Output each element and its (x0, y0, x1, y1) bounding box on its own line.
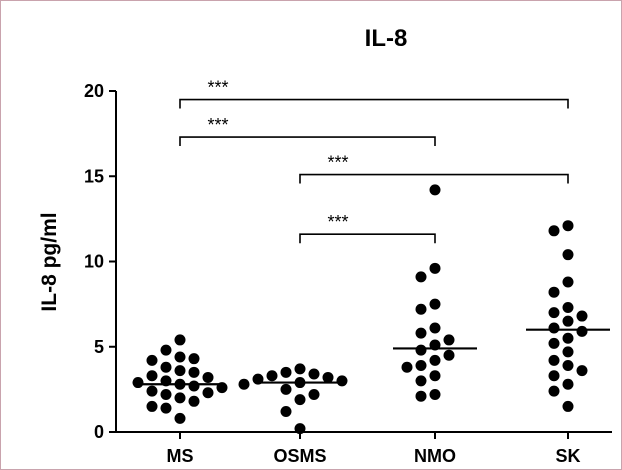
data-point (429, 184, 441, 196)
data-point (429, 388, 441, 400)
data-point (280, 366, 292, 378)
data-point (188, 353, 200, 365)
data-point (562, 400, 574, 412)
data-point (336, 375, 348, 387)
data-point (174, 351, 186, 363)
significance-label: *** (207, 78, 228, 98)
data-point (562, 276, 574, 288)
data-point (548, 370, 560, 382)
data-point (548, 385, 560, 397)
data-point (266, 370, 278, 382)
data-point (146, 400, 158, 412)
data-point (146, 370, 158, 382)
data-point (160, 361, 172, 373)
data-point (429, 354, 441, 366)
significance-annotations: *** *** *** *** (179, 78, 569, 244)
data-point (562, 332, 574, 344)
data-point (188, 380, 200, 392)
significance-label: *** (207, 115, 228, 135)
x-tick-label: SK (555, 446, 580, 466)
data-points (132, 184, 588, 435)
data-point (429, 298, 441, 310)
data-point (415, 271, 427, 283)
data-point (188, 395, 200, 407)
data-point (576, 325, 588, 337)
y-axis-label: IL-8 pg/ml (38, 212, 61, 311)
data-point (562, 378, 574, 390)
data-point (548, 354, 560, 366)
x-tick-label: MS (167, 446, 194, 466)
data-point (429, 322, 441, 334)
y-tick-label: 0 (94, 422, 104, 442)
axes: 0 5 10 15 20 MS OSMS NMO SK (84, 81, 612, 466)
data-point (146, 354, 158, 366)
data-point (308, 388, 320, 400)
data-point (443, 334, 455, 346)
data-point (562, 220, 574, 232)
data-point (548, 225, 560, 237)
data-point (562, 315, 574, 327)
data-point (188, 366, 200, 378)
data-point (174, 392, 186, 404)
chart-title: IL-8 (365, 25, 408, 52)
y-tick-label: 15 (84, 166, 104, 186)
data-point (294, 394, 306, 406)
data-point (548, 307, 560, 319)
data-point (160, 388, 172, 400)
data-point (401, 361, 413, 373)
data-point (308, 368, 320, 380)
data-point (429, 262, 441, 274)
data-point (576, 365, 588, 377)
y-tick-label: 5 (94, 337, 104, 357)
data-point (548, 322, 560, 334)
data-point (562, 360, 574, 372)
data-point (280, 406, 292, 418)
data-point (146, 385, 158, 397)
data-point (238, 378, 250, 390)
significance-bracket (179, 98, 569, 109)
data-point (548, 337, 560, 349)
significance-bracket (179, 136, 436, 147)
data-point (280, 383, 292, 395)
significance-bracket (299, 173, 569, 184)
y-tick-label: 10 (84, 252, 104, 272)
data-point (294, 423, 306, 435)
data-point (415, 390, 427, 402)
significance-label: *** (327, 212, 348, 232)
data-point (160, 402, 172, 414)
significance-bracket (299, 233, 436, 244)
data-point (132, 377, 144, 389)
data-point (443, 349, 455, 361)
data-point (174, 412, 186, 424)
data-point (415, 303, 427, 315)
data-point (562, 346, 574, 358)
data-point (415, 344, 427, 356)
y-tick-label: 20 (84, 81, 104, 101)
data-point (202, 387, 214, 399)
data-point (576, 310, 588, 322)
data-point (415, 327, 427, 339)
data-point (415, 375, 427, 387)
data-point (174, 365, 186, 377)
data-point (160, 344, 172, 356)
data-point (429, 370, 441, 382)
data-point (562, 302, 574, 314)
data-point (202, 371, 214, 383)
data-point (415, 360, 427, 372)
data-point (294, 363, 306, 375)
median-lines (138, 328, 610, 386)
data-point (548, 286, 560, 298)
data-point (562, 249, 574, 261)
x-tick-label: OSMS (273, 446, 326, 466)
data-point (174, 334, 186, 346)
x-tick-label: NMO (414, 446, 456, 466)
data-point (322, 371, 334, 383)
significance-label: *** (327, 153, 348, 173)
